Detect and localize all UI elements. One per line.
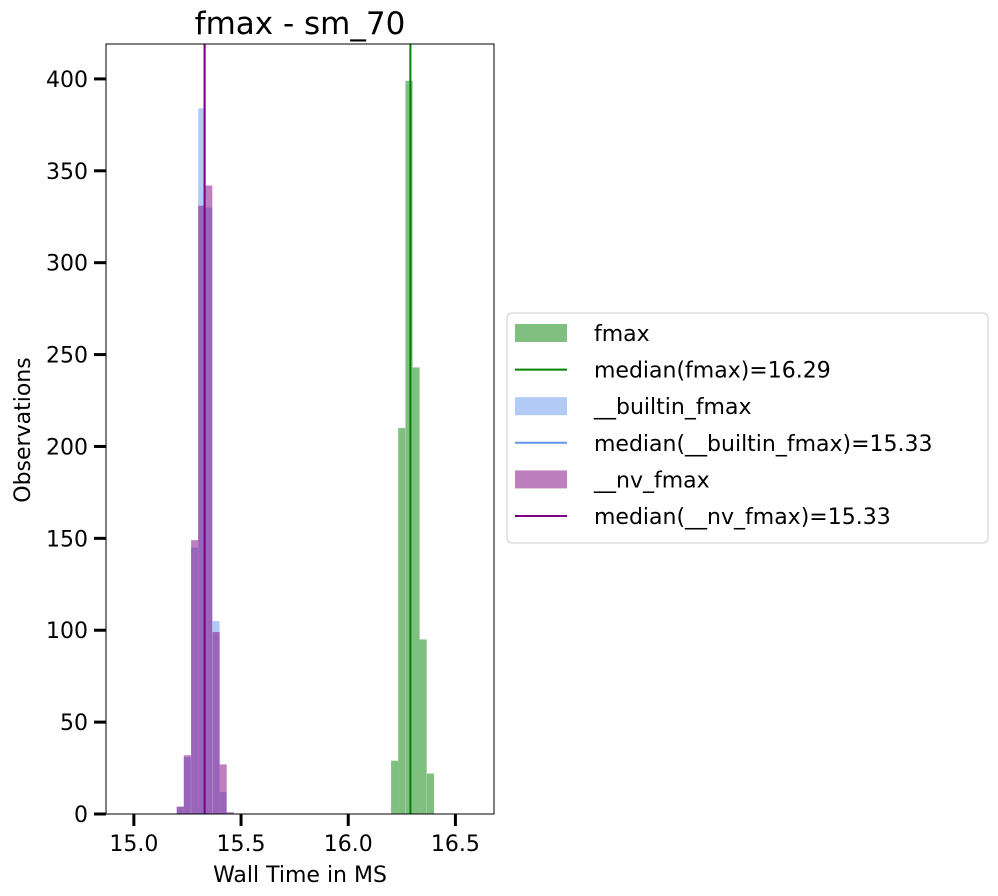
bar-fmax-2 (405, 80, 413, 814)
legend: fmax median(fmax)=16.29 __builtin_fmaxmedi… (506, 312, 989, 544)
y-tick-label: 100 (46, 619, 88, 644)
y-tick-label: 250 (46, 344, 88, 369)
bar-nv-fmax-3 (198, 205, 206, 815)
bar-fmax-0 (391, 760, 399, 814)
bar-nv-fmax-1 (183, 755, 191, 814)
bar-nv-fmax-4 (205, 185, 213, 814)
y-tick-label: 50 (60, 711, 88, 736)
bar-nv-fmax-0 (176, 806, 184, 814)
bar-nv-fmax-7 (226, 812, 234, 814)
bar-fmax-5 (426, 773, 434, 814)
bar-nv-fmax-2 (191, 540, 199, 814)
legend-swatch-builtin-fmax (515, 397, 567, 416)
plot-area: 0 50 100 150 200 250 300 350 400 15.0 15.5 16.0 16.5 (46, 43, 495, 857)
legend-label-median-nv-fmax-15-33: median(__nv_fmax)=15.33 (594, 505, 891, 530)
legend-label-median-fmax-16-29: median(fmax)=16.29 (594, 359, 831, 384)
x-tick-label: 16.5 (431, 832, 480, 857)
y-tick-label: 300 (46, 252, 88, 277)
y-tick-label: 400 (46, 68, 88, 93)
x-tick-label: 15.0 (109, 832, 158, 857)
x-axis-label: Wall Time in MS (213, 863, 387, 888)
legend-swatch-fmax (515, 324, 567, 342)
x-tick-label: 15.5 (217, 832, 266, 857)
legend-label-median-builtin-fmax-15-33: median(__builtin_fmax)=15.33 (594, 432, 933, 457)
legend-swatch-nv-fmax (515, 470, 567, 489)
chart-title: fmax - sm_70 (195, 6, 406, 42)
legend-label-nv-fmax: __nv_fmax (593, 468, 710, 493)
y-axis-label: Observations (11, 357, 36, 502)
bar-fmax-1 (398, 428, 406, 814)
y-tick-label: 200 (46, 435, 88, 460)
x-tick-label: 16.0 (324, 832, 373, 857)
plot-frame (105, 43, 495, 815)
y-tick-label: 0 (74, 803, 88, 828)
bar-nv-fmax-6 (219, 764, 227, 814)
bar-fmax-4 (419, 639, 427, 814)
legend-label-fmax: fmax (594, 322, 650, 347)
bar-fmax-3 (412, 367, 420, 814)
legend-label-builtin-fmax: __builtin_fmax (593, 395, 752, 420)
legend-box (506, 312, 989, 544)
bar-nv-fmax-5 (212, 632, 220, 814)
y-tick-label: 350 (46, 160, 88, 185)
y-tick-label: 150 (46, 527, 88, 552)
